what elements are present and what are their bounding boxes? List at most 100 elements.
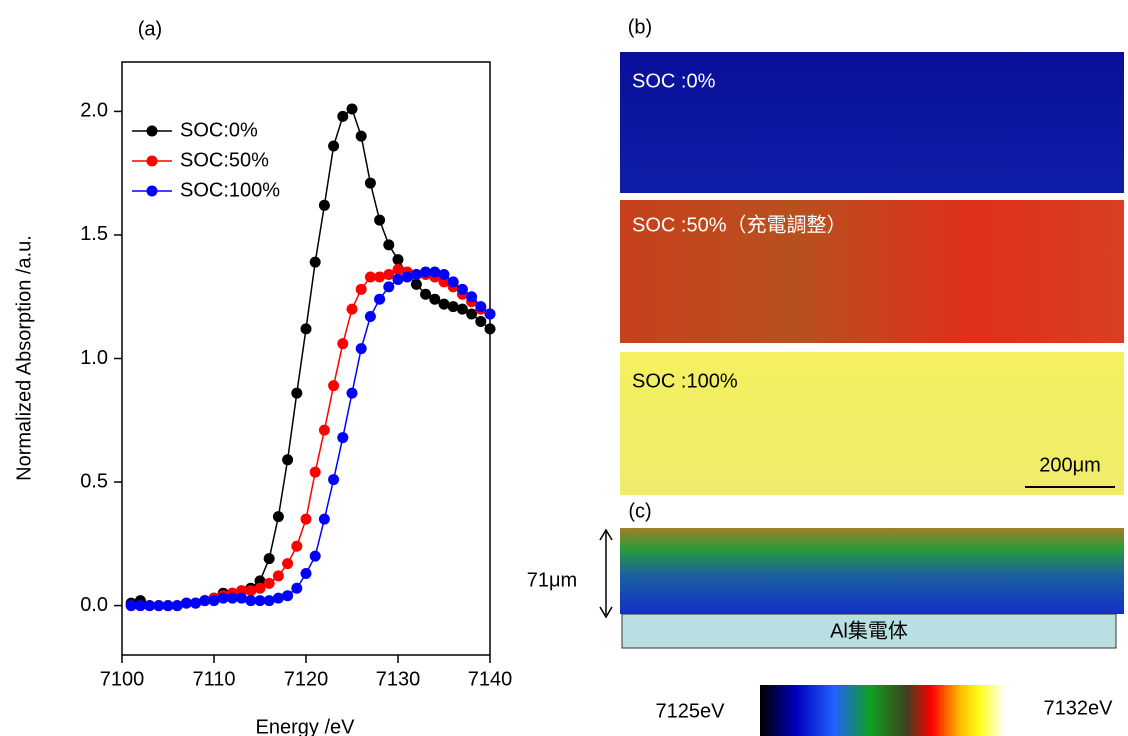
data-point bbox=[263, 553, 275, 565]
data-point bbox=[282, 558, 294, 570]
colorbar-gradient bbox=[760, 685, 1005, 736]
data-point bbox=[383, 268, 395, 280]
data-point bbox=[337, 338, 349, 350]
colorbar-min-label: 7125eV bbox=[656, 700, 726, 722]
data-point bbox=[180, 597, 192, 609]
data-point bbox=[254, 595, 266, 607]
data-point bbox=[236, 592, 248, 604]
y-tick-label: 1.0 bbox=[80, 347, 108, 369]
data-point bbox=[466, 308, 478, 320]
data-point bbox=[383, 239, 395, 251]
data-point bbox=[272, 511, 284, 523]
image-label: SOC :100% bbox=[632, 370, 738, 392]
panel-label: (b) bbox=[628, 16, 652, 38]
data-point bbox=[134, 600, 146, 612]
x-tick-label: 7140 bbox=[468, 668, 513, 690]
legend-label: SOC:100% bbox=[180, 179, 280, 201]
data-point bbox=[447, 301, 459, 313]
data-point bbox=[300, 567, 312, 579]
data-point bbox=[162, 600, 174, 612]
arrow-heads bbox=[599, 528, 613, 619]
y-tick-label: 0.5 bbox=[80, 470, 108, 492]
data-point bbox=[318, 513, 330, 525]
data-point bbox=[346, 303, 358, 315]
data-point bbox=[291, 540, 303, 552]
data-point bbox=[291, 387, 303, 399]
image-label: SOC :0% bbox=[632, 70, 716, 92]
data-point bbox=[328, 474, 340, 486]
data-point bbox=[456, 303, 468, 315]
data-point bbox=[291, 582, 303, 594]
data-point bbox=[374, 271, 386, 283]
data-point bbox=[328, 140, 340, 152]
data-point bbox=[475, 301, 487, 313]
data-point bbox=[429, 266, 441, 278]
y-axis-label: Normalized Absorption /a.u. bbox=[13, 235, 35, 481]
data-point bbox=[254, 582, 266, 594]
panel-label: (a) bbox=[138, 18, 162, 40]
data-point bbox=[438, 298, 450, 310]
data-point bbox=[438, 268, 450, 280]
image-label: SOC :50%（充電調整） bbox=[632, 213, 846, 236]
data-point bbox=[318, 424, 330, 436]
data-point bbox=[300, 513, 312, 525]
data-point bbox=[410, 278, 422, 290]
data-point bbox=[282, 590, 294, 602]
panel-b: (b) SOC :0% SOC :50%（充電調整） SOC :100% 200… bbox=[620, 16, 1124, 495]
legend-marker bbox=[146, 185, 158, 197]
legend-marker bbox=[146, 125, 158, 137]
data-point bbox=[226, 592, 238, 604]
data-point bbox=[217, 592, 229, 604]
y-tick-label: 2.0 bbox=[80, 100, 108, 122]
colorbar-max-label: 7132eV bbox=[1044, 697, 1114, 719]
data-point bbox=[171, 600, 183, 612]
data-point bbox=[337, 110, 349, 122]
data-point bbox=[392, 264, 404, 276]
thickness-label: 71μm bbox=[527, 569, 577, 591]
chart-a: (a) Energy /eV Normalized Absorption /a.… bbox=[13, 18, 512, 736]
data-point bbox=[392, 273, 404, 285]
data-point bbox=[383, 281, 395, 293]
data-point bbox=[484, 308, 496, 320]
map-image bbox=[620, 352, 1124, 495]
data-point bbox=[272, 592, 284, 604]
data-point bbox=[199, 595, 211, 607]
data-point bbox=[282, 454, 294, 466]
substrate bbox=[621, 613, 1117, 649]
data-point bbox=[374, 293, 386, 305]
data-point bbox=[420, 266, 432, 278]
colorbar: 7125eV 7132eV bbox=[656, 685, 1114, 736]
map-image bbox=[620, 52, 1124, 193]
data-point bbox=[125, 600, 137, 612]
y-tick-label: 1.5 bbox=[80, 223, 108, 245]
data-point bbox=[153, 600, 165, 612]
data-point bbox=[466, 291, 478, 303]
data-point bbox=[190, 597, 202, 609]
data-point bbox=[263, 595, 275, 607]
data-point bbox=[364, 310, 376, 322]
data-point bbox=[318, 199, 330, 211]
data-point bbox=[410, 268, 422, 280]
data-point bbox=[401, 271, 413, 283]
data-point bbox=[328, 380, 340, 392]
data-point bbox=[447, 276, 459, 288]
x-tick-label: 7100 bbox=[100, 668, 145, 690]
data-point bbox=[272, 570, 284, 582]
data-point bbox=[374, 214, 386, 226]
substrate-label: Al集電体 bbox=[830, 619, 908, 642]
data-point bbox=[475, 315, 487, 327]
panel-label: (c) bbox=[628, 500, 651, 522]
data-point bbox=[420, 288, 432, 300]
data-point bbox=[392, 254, 404, 266]
data-point bbox=[309, 550, 321, 562]
data-point bbox=[208, 595, 220, 607]
x-tick-label: 7120 bbox=[284, 668, 329, 690]
map-image bbox=[620, 200, 1124, 343]
data-point bbox=[300, 323, 312, 335]
data-point bbox=[364, 177, 376, 189]
data-point bbox=[364, 271, 376, 283]
data-point bbox=[355, 130, 367, 142]
data-point bbox=[144, 600, 156, 612]
data-point bbox=[456, 283, 468, 295]
